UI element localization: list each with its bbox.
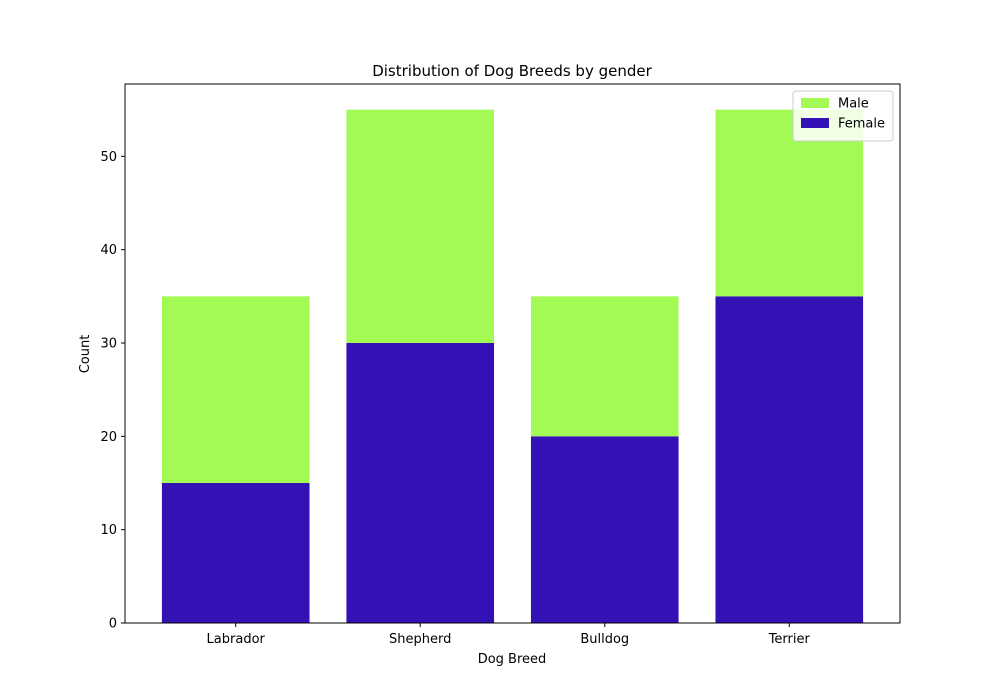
x-axis: Labrador Shepherd Bulldog Terrier xyxy=(207,623,811,647)
y-tick-label: 40 xyxy=(100,243,117,258)
bar-male-bulldog xyxy=(530,296,679,437)
x-axis-label: Dog Breed xyxy=(478,652,547,667)
legend-label-female: Female xyxy=(838,117,885,132)
x-tick-label: Terrier xyxy=(768,632,811,647)
y-tick-label: 30 xyxy=(100,337,117,352)
bar-female-bulldog xyxy=(530,436,679,623)
bar-female-labrador xyxy=(161,483,310,623)
plot-frame xyxy=(124,83,901,624)
bar-female-terrier xyxy=(715,296,864,623)
y-tick-label: 50 xyxy=(100,150,117,165)
legend-swatch-male xyxy=(801,98,829,108)
bar-male-labrador xyxy=(161,296,310,483)
legend-swatch-female xyxy=(801,118,829,128)
bars-layer xyxy=(161,109,864,623)
bar-male-shepherd xyxy=(346,109,495,344)
x-tick-label: Labrador xyxy=(207,632,266,647)
x-tick-label: Bulldog xyxy=(580,632,629,647)
legend-label-male: Male xyxy=(838,97,869,112)
y-axis: 0 10 20 30 40 50 xyxy=(100,150,125,632)
x-tick-label: Shepherd xyxy=(389,632,451,647)
y-tick-label: 0 xyxy=(109,617,117,632)
y-tick-label: 20 xyxy=(100,430,117,445)
y-axis-label: Count xyxy=(78,335,93,374)
chart-title: Distribution of Dog Breeds by gender xyxy=(372,62,652,80)
y-tick-label: 10 xyxy=(100,523,117,538)
legend: Male Female xyxy=(792,90,894,142)
bar-female-shepherd xyxy=(346,343,495,623)
